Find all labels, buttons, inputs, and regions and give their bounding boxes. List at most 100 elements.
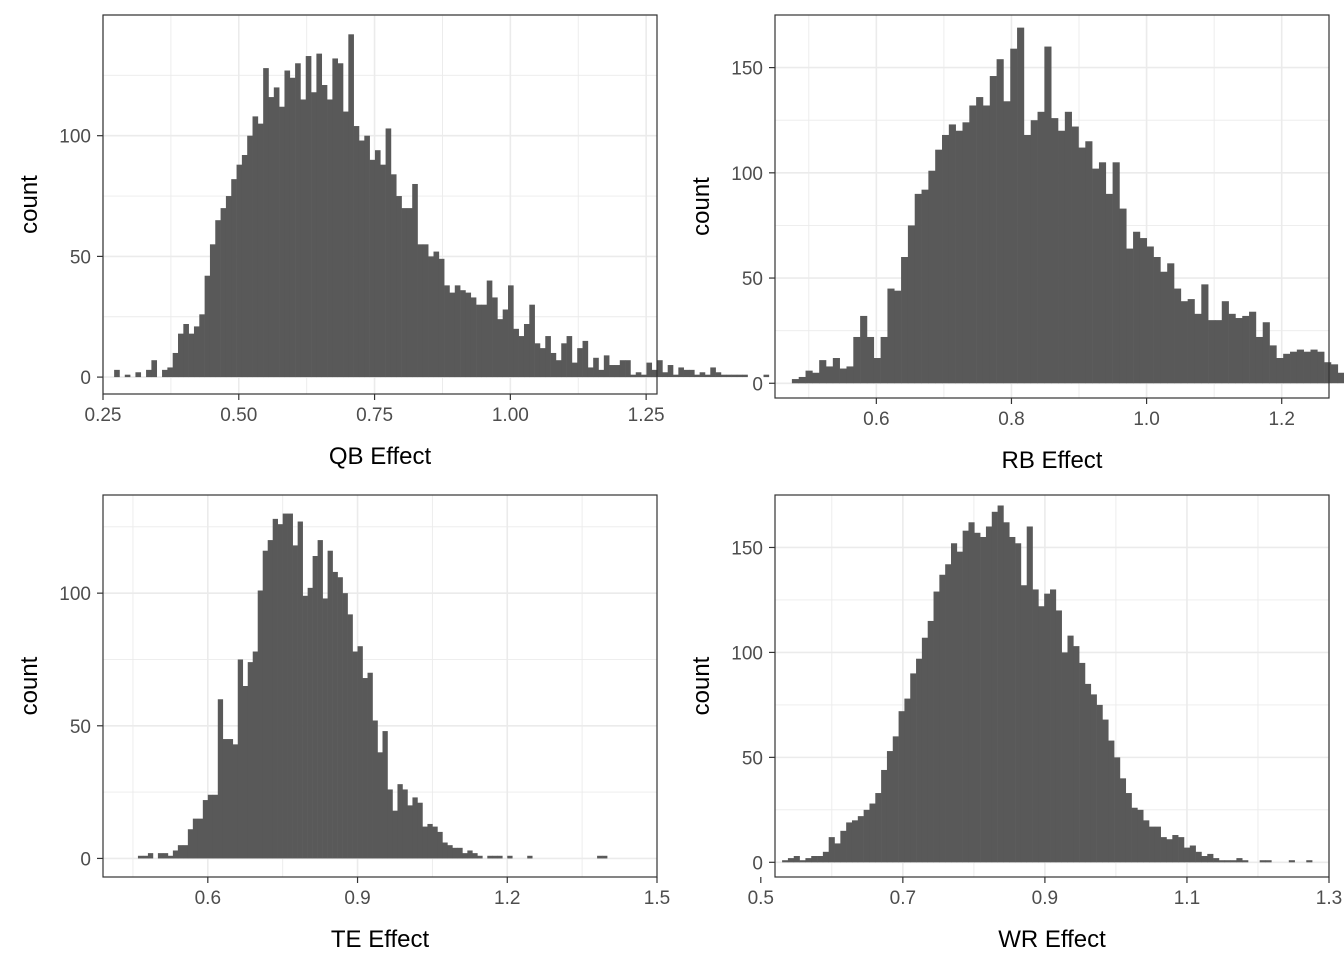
y-tick-label: 0	[752, 853, 763, 874]
histogram-bar	[1023, 134, 1032, 384]
histogram-bar	[968, 522, 975, 863]
histogram-bar	[114, 369, 120, 378]
histogram-bar	[673, 374, 679, 378]
histogram-bar	[1105, 193, 1113, 384]
histogram-bar	[374, 150, 381, 378]
histogram-bar	[904, 698, 911, 863]
histogram-bar	[508, 285, 514, 378]
y-tick-label: 50	[70, 717, 91, 738]
histogram-bar	[241, 155, 248, 378]
histogram-bar	[997, 505, 1004, 863]
histogram-bar	[587, 367, 594, 378]
histogram-bar	[497, 319, 503, 378]
x-axis-title: TE Effect	[331, 926, 430, 953]
histogram-bar	[380, 164, 386, 378]
histogram-bar	[1092, 168, 1100, 384]
histogram-bar	[162, 369, 168, 378]
histogram-bar	[396, 196, 402, 378]
histogram-bar	[277, 524, 283, 859]
histogram-bar	[791, 379, 800, 384]
histogram-bar	[873, 358, 881, 384]
histogram-bar	[1214, 320, 1223, 384]
histogram-bar	[597, 855, 603, 859]
histogram-bar	[1213, 858, 1220, 863]
histogram-bar	[910, 673, 917, 863]
histogram-bar	[332, 58, 338, 378]
histogram-bar	[236, 164, 243, 378]
histogram-bar	[1015, 543, 1022, 863]
histogram-bar	[377, 752, 383, 859]
histogram-bar	[367, 672, 373, 859]
histogram-bar	[1154, 826, 1161, 863]
histogram-bar	[1112, 162, 1120, 384]
histogram-bar	[742, 374, 748, 378]
histogram-bar	[1058, 130, 1066, 384]
histogram-bar	[1009, 536, 1016, 863]
y-axis-title: count	[16, 175, 43, 234]
histogram-bar	[916, 658, 923, 863]
histogram-bar	[302, 595, 308, 859]
histogram-bar	[502, 309, 509, 378]
histogram-bar	[1038, 606, 1045, 863]
histogram-bar	[197, 818, 204, 859]
histogram-bar	[898, 711, 905, 863]
histogram-bar	[860, 315, 868, 384]
histogram-bar	[907, 225, 916, 384]
histogram-bar	[1167, 263, 1175, 384]
histogram-bar	[1183, 847, 1191, 863]
histogram-bar	[928, 170, 936, 384]
histogram-bar	[362, 678, 368, 859]
histogram-bar	[452, 847, 458, 859]
histogram-bar	[571, 362, 578, 378]
histogram-bar	[529, 304, 535, 378]
y-tick-label: 50	[70, 247, 91, 268]
histogram-bar	[731, 374, 738, 378]
histogram-bar	[397, 784, 403, 859]
histogram-bar	[851, 820, 859, 863]
histogram-bar	[316, 53, 323, 378]
y-axis-title: count	[688, 656, 715, 715]
histogram-bar	[1108, 740, 1115, 863]
histogram-bar	[1160, 837, 1167, 863]
histogram-bar	[1303, 351, 1311, 384]
histogram-bars	[114, 34, 770, 378]
histogram-bar	[1010, 48, 1018, 384]
histogram-bar	[460, 290, 466, 378]
histogram-bar	[1055, 610, 1062, 863]
histogram-bar	[252, 651, 259, 859]
histogram-bar	[1230, 860, 1237, 863]
histogram-bar	[1324, 362, 1332, 384]
histogram-bar	[287, 513, 293, 859]
histogram-bar	[892, 736, 899, 863]
histogram-bar	[935, 149, 943, 384]
histogram-bar	[1133, 231, 1141, 384]
histogram-bar	[157, 853, 164, 859]
histogram-bar	[545, 336, 551, 378]
histogram-bar	[933, 591, 940, 863]
histogram-bar	[387, 789, 393, 859]
x-tick-label: 0.25	[85, 405, 122, 426]
histogram-bar	[1290, 351, 1298, 384]
y-tick-label: 0	[752, 374, 763, 395]
histogram-bar	[1228, 313, 1236, 384]
histogram-bar	[846, 822, 853, 863]
histogram-bar	[204, 275, 211, 378]
histogram-bar	[273, 87, 280, 378]
panel-border	[102, 14, 658, 395]
histogram-bar	[805, 858, 812, 863]
histogram-bar	[1180, 301, 1188, 384]
histogram-bar	[822, 851, 829, 863]
histogram-bar	[337, 63, 344, 378]
histogram-bar	[1276, 358, 1284, 384]
histogram-bar	[694, 374, 700, 378]
histogram-bar	[678, 367, 684, 378]
histogram-bar	[1201, 284, 1209, 384]
histogram-bar	[720, 374, 727, 378]
histogram-bar	[268, 97, 275, 378]
histogram-bar	[252, 116, 259, 378]
histogram-bar	[1020, 585, 1028, 863]
histogram-bar	[477, 855, 483, 859]
histogram-bar	[462, 853, 468, 859]
histogram-bar	[603, 355, 610, 378]
histogram-bar	[609, 365, 615, 378]
